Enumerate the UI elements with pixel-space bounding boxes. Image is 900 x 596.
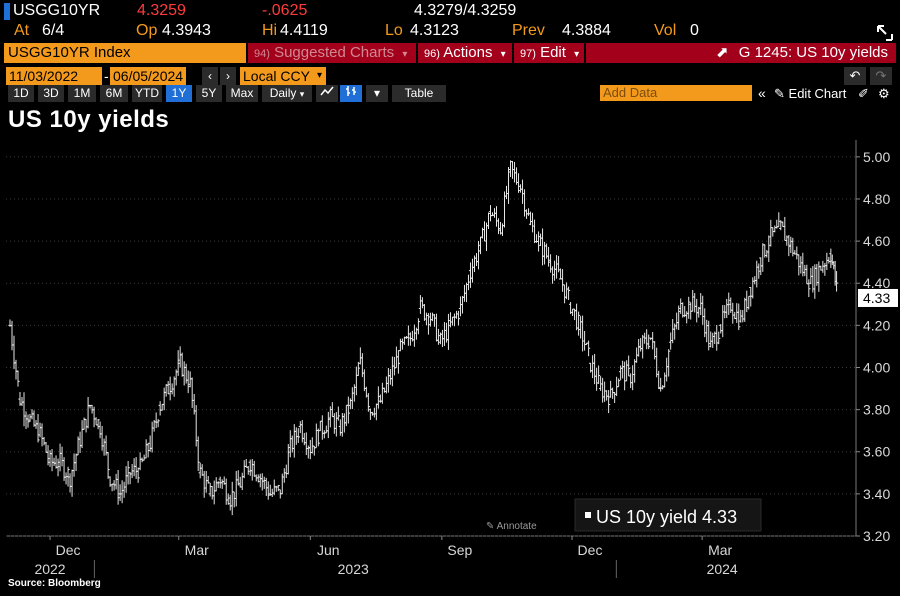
period-1m[interactable]: 1M xyxy=(68,85,96,102)
price-change: -.0625 xyxy=(262,2,308,19)
chart-title: US 10y yields xyxy=(8,106,170,133)
legend-label: US 10y yield 4.33 xyxy=(596,507,737,527)
launch-icon: ⬈ xyxy=(716,44,729,61)
frequency-select[interactable]: Daily ▾ xyxy=(262,85,312,102)
x-month-label: Dec xyxy=(578,542,603,558)
y-tick-label: 4.60 xyxy=(863,233,890,249)
last-value-label: 4.33 xyxy=(863,290,890,306)
prev-label: Prev xyxy=(512,22,545,39)
bid-ask: 4.3279/4.3259 xyxy=(414,2,517,19)
redo-icon[interactable]: ↷ xyxy=(870,67,892,85)
last-price: 4.3259 xyxy=(137,2,186,19)
high-value: 4.4119 xyxy=(280,22,328,39)
caret-down-icon: ▾ xyxy=(500,49,506,60)
y-tick-label: 3.40 xyxy=(863,486,890,502)
y-tick-label: 3.20 xyxy=(863,528,890,544)
period-1d[interactable]: 1D xyxy=(8,85,34,102)
y-tick-label: 4.80 xyxy=(863,191,890,207)
ticker-symbol[interactable]: USGG10YR xyxy=(13,2,101,19)
x-month-label: Sep xyxy=(447,542,472,558)
period-toolbar: 1D 3D 1M 6M YTD 1Y 5Y Max Daily ▾ ▾ Tabl… xyxy=(0,85,900,102)
pencil-icon: ✎ xyxy=(774,86,785,101)
annotate-label[interactable]: ✎ Annotate xyxy=(486,521,537,532)
caret-down-icon: ▾ xyxy=(299,89,305,99)
security-field[interactable]: USGG10YR Index xyxy=(4,43,246,63)
y-tick-label: 4.00 xyxy=(863,359,890,375)
bar-chart-icon[interactable] xyxy=(340,85,362,102)
y-tick-label: 4.20 xyxy=(863,317,890,333)
gear-icon[interactable]: ⚙ xyxy=(878,86,890,101)
double-chevron-left-icon[interactable]: « xyxy=(758,85,766,101)
last-value-tag xyxy=(858,288,898,307)
line-chart-icon[interactable] xyxy=(316,85,338,102)
high-label: Hi xyxy=(262,22,278,39)
caret-down-icon: ▾ xyxy=(402,49,408,60)
actions-label: Actions xyxy=(443,44,493,61)
actions-menu[interactable]: 96) Actions ▾ xyxy=(418,43,512,63)
legend-swatch xyxy=(585,512,591,518)
x-year-label: 2023 xyxy=(338,561,369,577)
period-ytd[interactable]: YTD xyxy=(132,85,162,102)
currency-select[interactable]: Local CCY ▾ xyxy=(240,67,326,85)
x-month-label: Mar xyxy=(185,542,209,558)
at-label: At xyxy=(14,22,30,39)
edit-label: Edit xyxy=(540,44,566,61)
source-note: Source: Bloomberg xyxy=(8,578,101,589)
command-bar: USGG10YR Index 94) Suggested Charts ▾ 96… xyxy=(0,43,900,63)
edit-menu[interactable]: 97) Edit ▾ xyxy=(514,43,584,63)
ticker-marker xyxy=(4,3,10,20)
period-1y[interactable]: 1Y xyxy=(166,85,192,102)
period-max[interactable]: Max xyxy=(226,85,258,102)
graph-label: G 1245: US 10y yields xyxy=(738,44,888,61)
edit-chart-button[interactable]: ✎ Edit Chart xyxy=(774,85,846,102)
x-month-label: Mar xyxy=(708,542,732,558)
suggested-num: 94) xyxy=(254,48,270,60)
chevron-right-icon[interactable]: › xyxy=(220,67,236,85)
chart-options-dropdown[interactable]: ▾ xyxy=(366,85,388,102)
start-date-input[interactable]: 11/03/2022 xyxy=(6,67,102,85)
currency-label: Local CCY xyxy=(243,68,310,84)
open-label: Op xyxy=(136,22,158,39)
y-tick-label: 4.40 xyxy=(863,275,890,291)
period-6m[interactable]: 6M xyxy=(100,85,128,102)
add-data-input[interactable]: Add Data xyxy=(600,85,752,101)
expand-icon[interactable] xyxy=(876,24,894,42)
table-button[interactable]: Table xyxy=(392,85,446,102)
caret-down-icon: ▾ xyxy=(316,70,322,81)
stats-row: At 6/4 Op 4.3943 Hi 4.4119 Lo 4.3123 Pre… xyxy=(0,22,900,42)
date-range-row: 11/03/2022 - 06/05/2024 ‹ › Local CCY ▾ … xyxy=(0,67,900,85)
low-value: 4.3123 xyxy=(410,22,459,39)
suggested-label: Suggested Charts xyxy=(274,44,395,61)
graph-title-menu[interactable]: ⬈ G 1245: US 10y yields xyxy=(586,43,896,63)
caret-down-icon: ▾ xyxy=(574,49,580,60)
open-value: 4.3943 xyxy=(162,22,211,39)
quote-row: USGG10YR 4.3259 -.0625 4.3279/4.3259 xyxy=(0,0,900,22)
date-separator: - xyxy=(104,68,109,84)
end-date-input[interactable]: 06/05/2024 xyxy=(110,67,186,85)
price-chart[interactable]: 5.00 4.80 4.60 4.40 4.20 4.00 3.80 3.60 3.40 3.20… xyxy=(0,134,900,578)
x-year-label: 2022 xyxy=(34,561,65,577)
edit-num: 97) xyxy=(520,48,536,60)
low-label: Lo xyxy=(385,22,403,39)
chevron-left-icon[interactable]: ‹ xyxy=(202,67,218,85)
y-tick-label: 3.80 xyxy=(863,402,890,418)
edit-chart-label: Edit Chart xyxy=(788,86,847,101)
period-5y[interactable]: 5Y xyxy=(196,85,222,102)
x-month-label: Jun xyxy=(317,542,340,558)
undo-icon[interactable]: ↶ xyxy=(844,67,866,85)
frequency-label: Daily xyxy=(269,86,297,100)
prev-value: 4.3884 xyxy=(562,22,611,39)
at-value: 6/4 xyxy=(42,22,65,39)
x-month-label: Dec xyxy=(56,542,81,558)
legend-box xyxy=(574,498,762,532)
actions-num: 96) xyxy=(424,48,440,60)
vol-value: 0 xyxy=(690,22,699,39)
y-tick-label: 3.60 xyxy=(863,444,890,460)
x-year-label: 2024 xyxy=(707,561,738,577)
y-tick-label: 5.00 xyxy=(863,149,890,165)
period-3d[interactable]: 3D xyxy=(38,85,64,102)
suggested-charts-menu[interactable]: 94) Suggested Charts ▾ xyxy=(248,43,416,63)
draw-icon[interactable]: ✐ xyxy=(858,86,869,101)
vol-label: Vol xyxy=(654,22,677,39)
